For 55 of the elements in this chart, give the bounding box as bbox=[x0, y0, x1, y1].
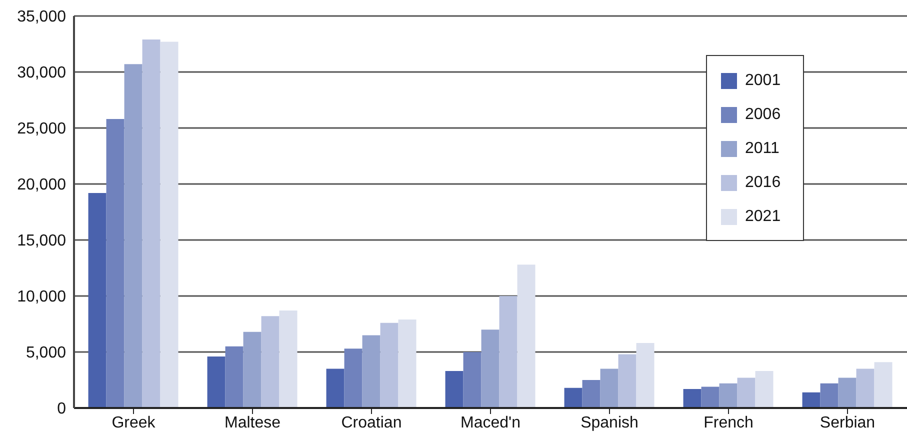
bar bbox=[600, 368, 618, 408]
y-tick-label: 15,000 bbox=[17, 232, 66, 250]
bar bbox=[636, 343, 654, 408]
bar bbox=[344, 348, 362, 408]
bar bbox=[856, 368, 874, 408]
bar bbox=[398, 320, 416, 408]
bar bbox=[719, 383, 738, 408]
y-tick-label: 30,000 bbox=[17, 64, 66, 82]
bar bbox=[88, 192, 106, 408]
bar bbox=[755, 371, 774, 408]
bar bbox=[463, 352, 482, 408]
bar bbox=[124, 64, 142, 408]
y-tick-label: 35,000 bbox=[17, 8, 66, 26]
x-tick-label: Maltese bbox=[224, 414, 281, 432]
legend-label: 2016 bbox=[745, 174, 781, 192]
bar bbox=[499, 296, 518, 408]
x-tick-label: Maced'n bbox=[460, 414, 520, 432]
y-tick-label: 25,000 bbox=[17, 120, 66, 138]
bar bbox=[737, 378, 756, 408]
y-tick-label: 5,000 bbox=[26, 344, 66, 362]
legend-label: 2021 bbox=[745, 208, 781, 226]
bar bbox=[207, 356, 226, 408]
y-tick-label: 10,000 bbox=[17, 288, 66, 306]
bar bbox=[160, 42, 178, 408]
bar bbox=[445, 371, 464, 408]
x-tick-label: Croatian bbox=[341, 414, 402, 432]
legend-label: 2011 bbox=[745, 140, 780, 158]
bar bbox=[582, 380, 600, 408]
bar bbox=[517, 264, 536, 408]
bar bbox=[362, 335, 380, 408]
bar bbox=[380, 322, 398, 408]
bar bbox=[225, 346, 244, 408]
bar bbox=[820, 383, 838, 408]
bar bbox=[243, 332, 262, 408]
bar bbox=[481, 330, 500, 408]
bar bbox=[261, 316, 280, 408]
bar bbox=[874, 362, 892, 408]
x-tick-label: Spanish bbox=[580, 414, 638, 432]
legend-label: 2006 bbox=[745, 106, 781, 124]
bar bbox=[683, 388, 702, 408]
bar bbox=[279, 310, 298, 408]
bar bbox=[142, 40, 160, 408]
bar bbox=[802, 392, 820, 408]
bar bbox=[564, 388, 582, 408]
bar bbox=[106, 119, 124, 408]
bar bbox=[838, 378, 856, 408]
x-tick-label: Serbian bbox=[820, 414, 876, 432]
x-tick-label: Greek bbox=[112, 414, 156, 432]
x-tick-label: French bbox=[704, 414, 754, 432]
y-tick-label: 20,000 bbox=[17, 176, 66, 194]
bar bbox=[618, 354, 636, 408]
y-tick-label: 0 bbox=[57, 400, 66, 418]
bar bbox=[701, 386, 720, 408]
legend-label: 2001 bbox=[745, 72, 781, 90]
bar bbox=[326, 368, 344, 408]
